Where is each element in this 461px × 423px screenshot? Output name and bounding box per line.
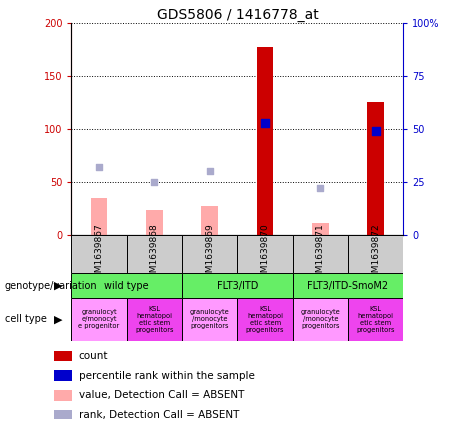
- Bar: [71, 298, 127, 341]
- Bar: [348, 298, 403, 341]
- Bar: [201, 206, 218, 235]
- Point: [95, 164, 103, 170]
- Bar: [146, 211, 163, 235]
- Text: GSM1639869: GSM1639869: [205, 223, 214, 284]
- Bar: [71, 235, 127, 273]
- Point: [372, 128, 379, 135]
- Point: [151, 179, 158, 185]
- Text: rank, Detection Call = ABSENT: rank, Detection Call = ABSENT: [78, 410, 239, 420]
- Bar: [348, 235, 403, 273]
- Text: FLT3/ITD-SmoM2: FLT3/ITD-SmoM2: [307, 280, 389, 291]
- Bar: [182, 235, 237, 273]
- Bar: [54, 351, 72, 361]
- Bar: [91, 198, 107, 235]
- Bar: [312, 223, 329, 235]
- Bar: [182, 273, 293, 298]
- Bar: [127, 235, 182, 273]
- Text: KSL
hematopoi
etic stem
progenitors: KSL hematopoi etic stem progenitors: [246, 306, 284, 333]
- Text: GSM1639871: GSM1639871: [316, 223, 325, 284]
- Bar: [71, 273, 182, 298]
- Point: [206, 168, 213, 175]
- Bar: [54, 371, 72, 381]
- Text: granulocyte
/monocyte
progenitors: granulocyte /monocyte progenitors: [190, 309, 230, 330]
- Text: ▶: ▶: [54, 314, 62, 324]
- Text: granulocyt
e/monocyt
e progenitor: granulocyt e/monocyt e progenitor: [78, 309, 120, 330]
- Text: wild type: wild type: [105, 280, 149, 291]
- Bar: [237, 235, 293, 273]
- Text: GSM1639867: GSM1639867: [95, 223, 104, 284]
- Bar: [257, 47, 273, 235]
- Bar: [367, 102, 384, 235]
- Text: count: count: [78, 351, 108, 361]
- Text: value, Detection Call = ABSENT: value, Detection Call = ABSENT: [78, 390, 244, 400]
- Text: FLT3/ITD: FLT3/ITD: [217, 280, 258, 291]
- Bar: [237, 298, 293, 341]
- Bar: [127, 298, 182, 341]
- Text: cell type: cell type: [5, 314, 47, 324]
- Bar: [54, 390, 72, 401]
- Bar: [293, 298, 348, 341]
- Point: [317, 185, 324, 192]
- Title: GDS5806 / 1416778_at: GDS5806 / 1416778_at: [157, 8, 318, 22]
- Text: GSM1639868: GSM1639868: [150, 223, 159, 284]
- Text: granulocyte
/monocyte
progenitors: granulocyte /monocyte progenitors: [301, 309, 340, 330]
- Bar: [54, 410, 72, 420]
- Text: genotype/variation: genotype/variation: [5, 280, 97, 291]
- Text: GSM1639872: GSM1639872: [371, 223, 380, 284]
- Text: percentile rank within the sample: percentile rank within the sample: [78, 371, 254, 381]
- Point: [261, 119, 269, 126]
- Bar: [182, 298, 237, 341]
- Text: KSL
hematopoi
etic stem
progenitors: KSL hematopoi etic stem progenitors: [356, 306, 395, 333]
- Bar: [293, 273, 403, 298]
- Bar: [293, 235, 348, 273]
- Text: ▶: ▶: [54, 280, 62, 291]
- Text: KSL
hematopoi
etic stem
progenitors: KSL hematopoi etic stem progenitors: [135, 306, 174, 333]
- Text: GSM1639870: GSM1639870: [260, 223, 270, 284]
